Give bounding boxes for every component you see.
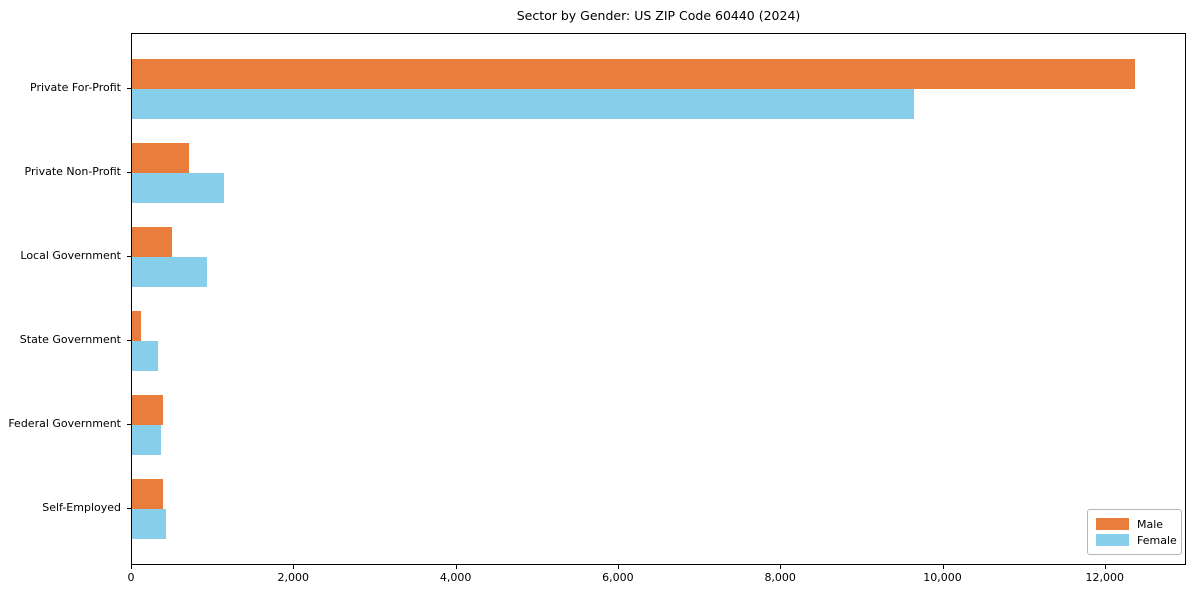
x-tick-label-8-000: 8,000 [764, 571, 796, 584]
y-tick-label-federal-government: Federal Government [8, 417, 121, 430]
y-tick-mark [127, 508, 131, 509]
legend-label-female: Female [1137, 533, 1177, 547]
bar-male-state-government [132, 311, 141, 341]
x-tick-mark [131, 565, 132, 569]
x-tick-label-4-000: 4,000 [439, 571, 472, 584]
x-tick-label-0: 0 [127, 571, 135, 584]
x-tick-mark [293, 565, 295, 569]
bar-male-federal-government [132, 395, 163, 425]
bar-female-state-government [132, 341, 158, 371]
y-tick-mark [127, 88, 131, 89]
y-tick-mark [127, 256, 131, 257]
bar-male-private-for-profit [132, 59, 1136, 89]
y-tick-label-state-government: State Government [19, 333, 121, 346]
x-tick-mark [455, 565, 457, 569]
bar-male-local-government [132, 227, 172, 257]
bar-female-self-employed [132, 509, 166, 539]
x-tick-label-6-000: 6,000 [602, 571, 634, 584]
chart-title: Sector by Gender: US ZIP Code 60440 (202… [516, 8, 801, 23]
y-tick-mark [127, 424, 131, 425]
legend: Male Female [1087, 509, 1182, 555]
plot-area [131, 33, 1186, 565]
y-tick-label-local-government: Local Government [20, 249, 121, 262]
bar-female-federal-government [132, 425, 162, 455]
legend-row-female: Female [1096, 532, 1177, 548]
bar-male-self-employed [132, 479, 163, 509]
x-tick-label-12-000: 12,000 [1085, 571, 1125, 584]
x-tick-mark [942, 565, 944, 569]
y-tick-mark [127, 172, 131, 173]
y-tick-label-private-non-profit: Private Non-Profit [24, 165, 121, 178]
x-tick-mark [1104, 565, 1106, 569]
legend-row-male: Male [1096, 516, 1173, 532]
bar-female-local-government [132, 257, 207, 287]
x-tick-label-10-000: 10,000 [923, 571, 962, 584]
bar-male-private-non-profit [132, 143, 189, 173]
bar-female-private-for-profit [132, 89, 915, 119]
x-tick-label-2-000: 2,000 [277, 571, 310, 584]
x-tick-mark [780, 565, 782, 569]
y-tick-label-private-for-profit: Private For-Profit [30, 81, 121, 94]
legend-swatch-male [1096, 518, 1129, 530]
y-tick-mark [127, 340, 131, 341]
x-tick-mark [617, 565, 619, 569]
legend-swatch-female [1096, 534, 1129, 546]
bar-female-private-non-profit [132, 173, 224, 203]
legend-label-male: Male [1137, 517, 1164, 531]
y-tick-label-self-employed: Self-Employed [42, 501, 121, 514]
